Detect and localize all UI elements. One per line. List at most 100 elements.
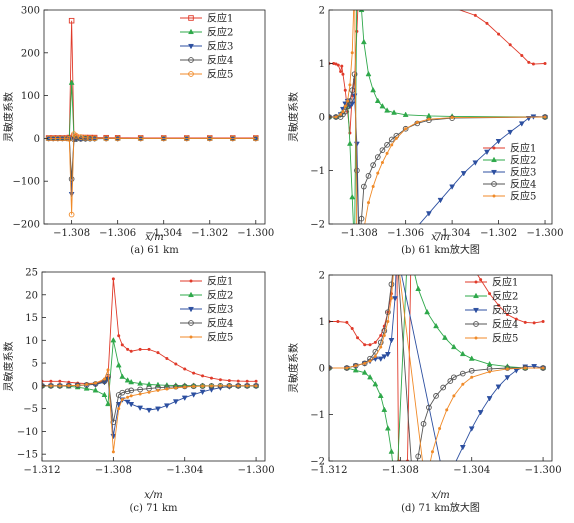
data-point (229, 136, 236, 142)
legend-label: 反应5 (492, 332, 518, 345)
series-line-3 (42, 378, 257, 437)
data-point (117, 334, 121, 338)
data-point (354, 364, 358, 368)
data-point (379, 333, 383, 337)
data-point (67, 384, 71, 388)
data-point (183, 135, 190, 142)
data-point (433, 322, 439, 329)
data-point (514, 317, 518, 321)
data-point (163, 403, 170, 409)
data-point (426, 404, 432, 411)
data-point (68, 79, 75, 85)
data-point (115, 362, 122, 368)
series-line-5 (329, 10, 546, 224)
data-point (523, 366, 527, 370)
data-point (183, 385, 187, 389)
data-point (385, 309, 391, 316)
y-tick-label: 15 (25, 313, 38, 324)
data-point (218, 378, 222, 382)
data-point (372, 380, 379, 387)
data-point (160, 135, 167, 142)
series-line-2 (329, 10, 546, 224)
data-point (156, 388, 160, 392)
data-point (160, 136, 167, 142)
data-point (199, 389, 206, 396)
data-point (345, 320, 349, 324)
data-point (358, 10, 365, 13)
legend-marker (491, 181, 497, 187)
chart-c: −1.312 −1.308 −1.304 −1.300 −15 −10 −5 0 5 10 15 20… (2, 268, 275, 515)
data-point (381, 327, 388, 334)
data-point (126, 347, 130, 351)
data-point (485, 21, 489, 25)
data-point (361, 360, 368, 367)
y-tick-label: −10 (17, 427, 38, 438)
legend-marker (188, 43, 194, 50)
y-tick-label: −2 (310, 220, 325, 231)
data-point (174, 386, 178, 390)
plot-area (329, 264, 547, 486)
data-point (110, 336, 117, 343)
panel-a: −1.308 −1.306 −1.304 −1.302 −1.300 −200 −100 0 1… (0, 0, 287, 260)
data-point (388, 281, 395, 288)
x-tick-label: −1.304 (166, 465, 203, 476)
data-point (438, 426, 442, 430)
data-point (49, 384, 53, 388)
data-point (137, 405, 144, 412)
data-point (473, 13, 477, 17)
data-point (382, 333, 386, 337)
data-point (379, 102, 386, 109)
y-tick-label: 1 (319, 317, 325, 328)
data-point (92, 387, 99, 393)
x-tick-label: −1.308 (341, 228, 378, 239)
data-point (442, 334, 448, 340)
data-point (505, 367, 509, 371)
data-point (496, 303, 500, 307)
legend-label: 反应2 (207, 26, 233, 39)
data-point (339, 112, 343, 116)
data-point (420, 420, 427, 427)
data-point (49, 379, 53, 383)
data-point (110, 419, 117, 426)
data-point (518, 121, 525, 127)
y-tick-label: −2 (310, 457, 325, 468)
data-point (334, 115, 338, 119)
data-point (379, 147, 386, 154)
data-point (155, 406, 161, 412)
y-tick-label: 5 (32, 359, 38, 370)
legend-marker (188, 291, 194, 298)
data-point (106, 368, 110, 372)
series-line-5 (329, 275, 544, 461)
data-point (437, 197, 444, 204)
data-point (68, 176, 75, 182)
data-point (117, 407, 121, 411)
data-point (360, 183, 367, 190)
data-point (380, 160, 384, 164)
x-tick-label: −1.300 (237, 228, 274, 239)
data-point (357, 248, 362, 253)
data-point (351, 71, 358, 78)
data-point (470, 264, 473, 267)
x-tick-label: −1.312 (310, 465, 347, 476)
panel-caption: (b) 61 km放大图 (401, 243, 480, 256)
data-point (227, 384, 231, 388)
data-point (495, 139, 502, 145)
chart-b: −1.308 −1.306 −1.304 −1.302 −1.300 −2 −1 0 1 2 x/m… (287, 6, 564, 257)
data-point (126, 395, 130, 399)
data-point (336, 320, 340, 323)
data-point (358, 249, 361, 252)
data-point (352, 248, 357, 253)
y-tick-label: 1 (319, 59, 325, 70)
panel-caption: (d) 71 km放大图 (401, 501, 480, 514)
panel-d: −1.312 −1.308 −1.304 −1.300 −2 −1 0 1 2 x/m 灵敏度系数 (… (287, 260, 574, 519)
data-point (379, 345, 383, 349)
x-tick-label: −1.306 (99, 228, 136, 239)
data-point (350, 51, 354, 55)
data-point (393, 481, 398, 486)
data-point (102, 377, 106, 381)
y-tick-label: 0 (319, 113, 325, 124)
data-point (245, 384, 249, 388)
y-axis-label: 灵敏度系数 (287, 343, 300, 393)
legend-label: 反应1 (510, 142, 536, 155)
data-point (358, 215, 365, 222)
